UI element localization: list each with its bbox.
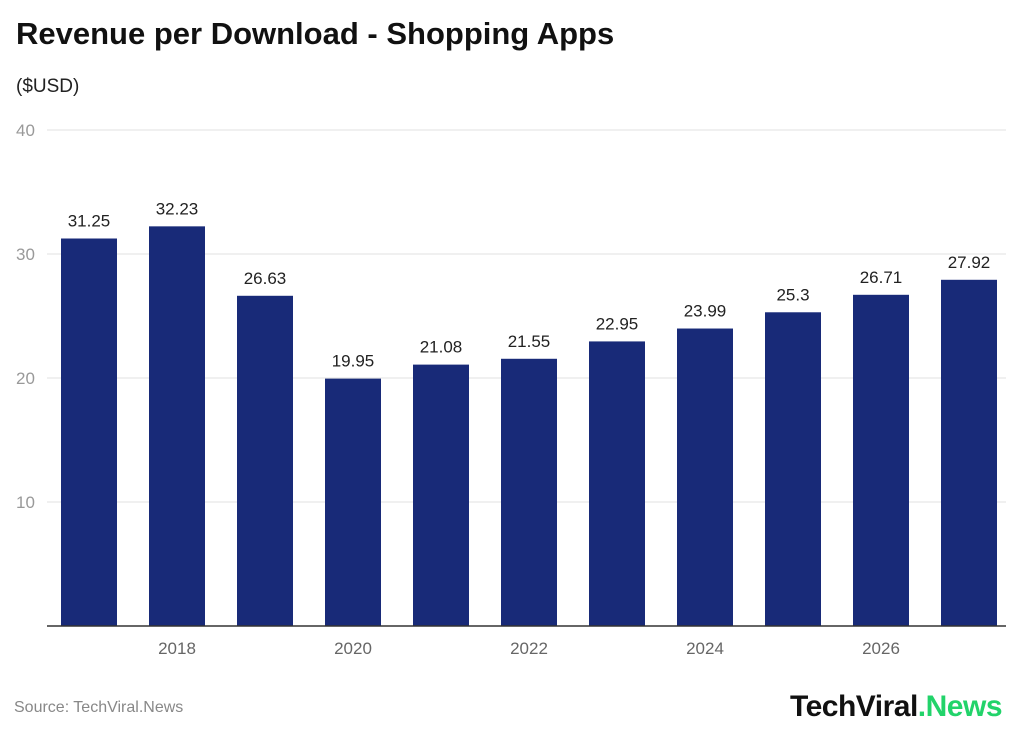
- data-label: 31.25: [68, 212, 111, 231]
- y-tick-label: 40: [16, 121, 35, 140]
- bar-2022: [501, 358, 557, 626]
- source-note: Source: TechViral.News: [14, 699, 184, 716]
- x-tick-label: 2024: [686, 639, 724, 658]
- logo-accent: .News: [917, 690, 1003, 723]
- chart-title: Revenue per Download - Shopping Apps: [16, 16, 615, 51]
- bar-2020: [325, 378, 381, 626]
- data-label: 23.99: [684, 302, 727, 321]
- bar-2026: [853, 294, 909, 626]
- data-label: 25.3: [776, 285, 809, 304]
- data-label: 21.55: [508, 332, 551, 351]
- data-label: 27.92: [948, 253, 991, 272]
- bar-2024: [677, 328, 733, 626]
- data-label: 32.23: [156, 199, 199, 218]
- x-tick-label: 2022: [510, 639, 548, 658]
- bar-2025: [765, 312, 821, 626]
- bar-2027: [941, 279, 997, 626]
- data-label: 21.08: [420, 338, 463, 357]
- y-tick-label: 20: [16, 369, 35, 388]
- x-tick-label: 2026: [862, 639, 900, 658]
- x-tick-label: 2020: [334, 639, 372, 658]
- data-label: 26.63: [244, 269, 287, 288]
- x-tick-label: 2018: [158, 639, 196, 658]
- data-label: 19.95: [332, 352, 375, 371]
- y-tick-label: 30: [16, 245, 35, 264]
- logo-main: TechViral: [790, 690, 918, 723]
- bar-2019: [237, 295, 293, 626]
- data-label: 22.95: [596, 314, 639, 333]
- bar-2017: [61, 238, 117, 626]
- bar-2018: [149, 226, 205, 626]
- chart-subtitle: ($USD): [16, 76, 80, 97]
- data-label: 26.71: [860, 268, 903, 287]
- techviral-logo: TechViral.News: [790, 690, 1003, 724]
- bar-2023: [589, 341, 645, 626]
- y-tick-label: 10: [16, 493, 35, 512]
- bar-2021: [413, 364, 469, 626]
